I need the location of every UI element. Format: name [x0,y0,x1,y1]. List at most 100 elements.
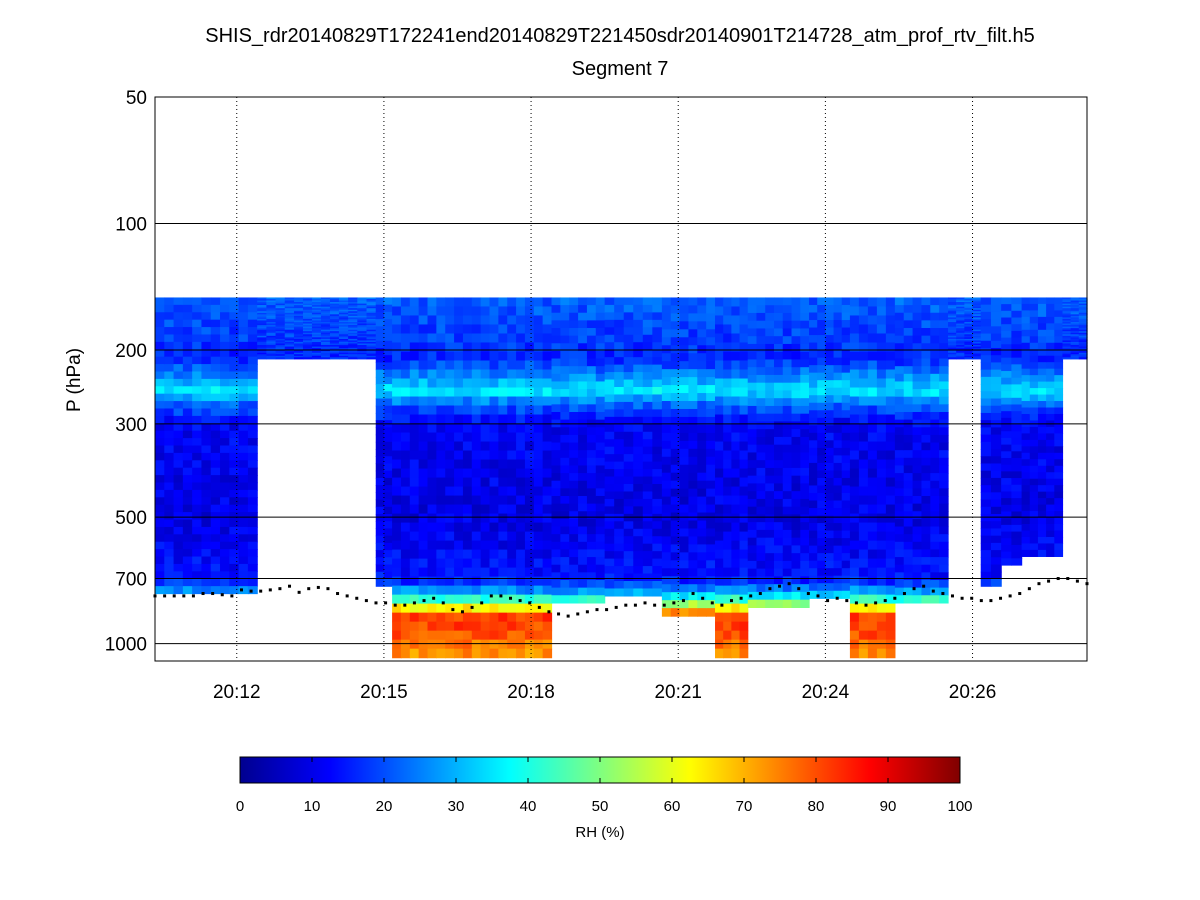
heatmap-cell [436,324,446,335]
heatmap-cell [652,581,663,590]
heatmap-cell [507,405,517,416]
heatmap-cell [418,351,429,362]
heatmap-cell [867,459,878,470]
heatmap-cell [302,312,313,315]
heatmap-cell [210,497,221,506]
y-tick-label: 200 [115,341,147,362]
surface-pressure-point [509,596,513,600]
surface-pressure-point [672,601,676,605]
surface-pressure-point [326,587,330,591]
heatmap-cell [1078,315,1088,318]
heatmap-cell [921,412,931,421]
heatmap-cell [238,386,249,395]
heatmap-cell [348,315,358,318]
heatmap-cell [791,584,801,593]
heatmap-cell [392,621,402,632]
heatmap-cell [201,319,212,328]
surface-pressure-point [249,589,253,593]
heatmap-cell [542,423,553,434]
heatmap-cell [489,414,499,425]
heatmap-cell [257,314,267,317]
heatmap-cell [782,305,793,314]
heatmap-cell [498,495,508,506]
heatmap-cell [833,508,843,517]
heatmap-cell [348,317,358,320]
heatmap-cell [192,430,203,439]
heatmap-cell [774,491,784,500]
heatmap-cell [604,566,615,575]
heatmap-cell [201,571,212,580]
heatmap-cell [774,576,784,585]
heatmap-cell [266,297,277,300]
heatmap-cell [173,430,184,439]
heatmap-cell [498,432,508,443]
heatmap-cell [284,355,295,358]
heatmap-cell [445,567,455,578]
heatmap-cell [480,351,491,362]
heatmap-cell [507,486,517,497]
heatmap-cell [614,401,625,410]
heatmap-cell [462,468,473,479]
heatmap-cell [480,333,491,344]
heatmap-cell [756,460,766,469]
heatmap-cell [357,334,368,337]
heatmap-cell [173,415,184,424]
heatmap-cell [311,354,322,357]
heatmap-cell [765,444,775,454]
surface-pressure-point [739,596,743,600]
heatmap-cell [1029,401,1039,409]
heatmap-cell [614,469,625,478]
heatmap-cell [652,566,663,575]
heatmap-cell [715,594,724,605]
heatmap-cell [586,587,597,596]
heatmap-cell [427,513,437,524]
heatmap-cell [560,434,570,444]
heatmap-cell [697,592,707,601]
heatmap-cell [876,324,887,335]
heatmap-cell [1062,334,1072,337]
heatmap-cell [586,557,597,566]
heatmap-cell [774,405,784,415]
surface-pressure-point [633,603,637,607]
heatmap-cell [383,557,393,566]
heatmap-cell [293,298,304,302]
heatmap-cell [652,536,663,545]
heatmap-cell [731,585,741,596]
heatmap-cell [791,312,801,322]
heatmap-cell [357,332,368,335]
heatmap-cell [670,401,681,410]
heatmap-cell [409,594,420,605]
heatmap-cell [173,327,184,336]
heatmap-cell [739,450,749,461]
surface-pressure-point [278,587,282,591]
heatmap-cell [980,369,992,378]
heatmap-cell [1078,306,1088,309]
heatmap-cell [1029,452,1039,460]
heatmap-cell [948,302,957,305]
heatmap-cell [409,603,420,614]
heatmap-cell [436,342,446,353]
heatmap-cell [551,465,561,474]
heatmap-cell [329,346,340,349]
heatmap-cell [383,340,393,349]
heatmap-cell [329,317,340,320]
heatmap-cell [375,355,385,364]
heatmap-cell [921,312,931,321]
heatmap-cell [867,387,878,398]
heatmap-cell [679,416,690,426]
heatmap-cell [247,467,258,476]
heatmap-cell [756,467,766,477]
heatmap-cell [595,427,606,436]
heatmap-cell [498,531,508,542]
heatmap-cell [275,328,286,331]
heatmap-cell [782,560,793,570]
heatmap-cell [524,342,535,353]
heatmap-cell [480,414,491,425]
heatmap-cell [409,315,420,326]
heatmap-cell [1029,336,1039,344]
heatmap-cell [739,297,749,308]
heatmap-cell [275,335,286,338]
heatmap-cell [293,320,304,323]
heatmap-cell [275,337,286,340]
heatmap-cell [858,513,869,524]
